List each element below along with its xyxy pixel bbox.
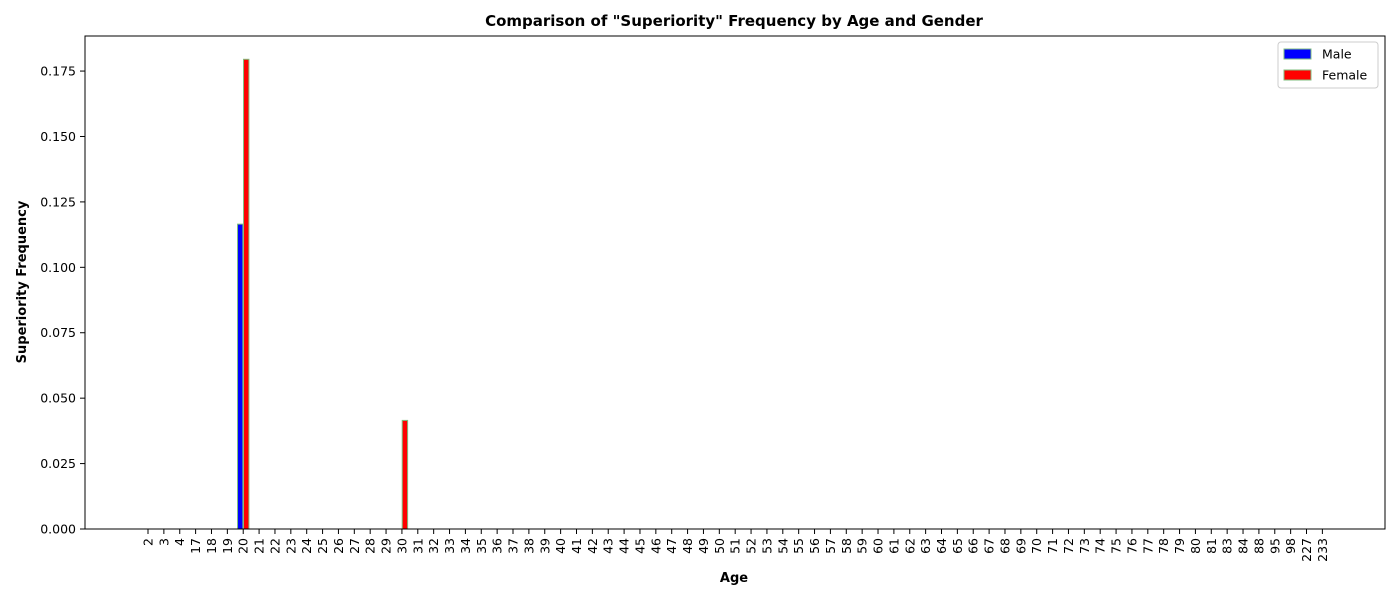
x-tick-label: 80 (1188, 538, 1203, 554)
x-tick-label: 95 (1267, 538, 1282, 554)
x-tick-label: 75 (1109, 538, 1124, 554)
legend: Male Female (1277, 41, 1379, 89)
x-tick-label: 28 (363, 538, 378, 554)
plot-frame (84, 35, 1386, 530)
x-tick-label: 59 (855, 538, 870, 554)
x-tick-label: 81 (1204, 538, 1219, 554)
x-tick-label: 79 (1172, 538, 1187, 554)
x-tick-label: 73 (1077, 538, 1092, 554)
x-tick-label: 67 (982, 538, 997, 554)
x-tick-label: 69 (1013, 538, 1028, 554)
y-tick-label: 0.125 (40, 194, 76, 209)
x-tick-label: 43 (601, 538, 616, 554)
y-tick-label: 0.050 (40, 391, 76, 406)
x-tick-label: 48 (680, 538, 695, 554)
x-tick-label: 83 (1220, 538, 1235, 554)
bar-female-20 (243, 58, 250, 530)
x-tick-label: 88 (1251, 538, 1266, 554)
x-tick-label: 25 (315, 538, 330, 554)
legend-label-male: Male (1322, 47, 1352, 62)
x-tick-label: 55 (791, 538, 806, 554)
x-tick-label: 38 (521, 538, 536, 554)
x-tick-label: 71 (1045, 538, 1060, 554)
x-tick-label: 29 (379, 538, 394, 554)
x-tick-label: 24 (299, 538, 314, 554)
x-tick-label: 53 (759, 538, 774, 554)
x-tick-label: 227 (1299, 538, 1314, 562)
x-tick-label: 36 (490, 538, 505, 554)
x-tick-label: 39 (537, 538, 552, 554)
y-tick-label: 0.025 (40, 456, 76, 471)
x-tick-label: 26 (331, 538, 346, 554)
x-axis: 2 3 4 17 18 19 20 21 22 23 24 25 26 27 28 29 30 31 32 33 34 3… (141, 529, 1330, 562)
legend-swatch-female (1283, 69, 1312, 81)
x-tick-label: 52 (744, 538, 759, 554)
x-tick-label: 2 (141, 538, 156, 546)
x-tick-label: 60 (871, 538, 886, 554)
x-tick-label: 63 (918, 538, 933, 554)
x-tick-label: 78 (1156, 538, 1171, 554)
x-tick-label: 64 (934, 538, 949, 554)
x-tick-label: 30 (394, 538, 409, 554)
x-tick-label: 34 (458, 538, 473, 554)
y-tick-label: 0.000 (40, 522, 76, 537)
x-tick-label: 58 (839, 538, 854, 554)
chart-title: Comparison of "Superiority" Frequency by… (485, 12, 983, 30)
x-tick-label: 56 (807, 538, 822, 554)
x-tick-label: 3 (156, 538, 171, 546)
bar-female-30 (401, 419, 409, 530)
bars-group (237, 58, 409, 530)
legend-label-female: Female (1322, 68, 1368, 83)
x-tick-label: 65 (950, 538, 965, 554)
x-tick-label: 47 (664, 538, 679, 554)
x-tick-label: 40 (553, 538, 568, 554)
bar-male-20 (237, 223, 244, 530)
x-tick-label: 66 (966, 538, 981, 554)
y-axis-title: Superiority Frequency (15, 200, 30, 363)
x-tick-label: 77 (1140, 538, 1155, 554)
x-tick-label: 49 (696, 538, 711, 554)
x-tick-label: 98 (1283, 538, 1298, 554)
x-tick-label: 37 (506, 538, 521, 554)
x-tick-label: 32 (426, 538, 441, 554)
x-tick-label: 18 (204, 538, 219, 554)
x-tick-label: 41 (569, 538, 584, 554)
x-tick-label: 27 (347, 538, 362, 554)
x-tick-label: 62 (902, 538, 917, 554)
x-axis-title: Age (720, 571, 748, 586)
x-tick-label: 76 (1124, 538, 1139, 554)
x-tick-label: 31 (410, 538, 425, 554)
y-tick-label: 0.075 (40, 325, 76, 340)
x-tick-label: 20 (236, 538, 251, 554)
x-tick-label: 74 (1093, 538, 1108, 554)
x-tick-label: 70 (1029, 538, 1044, 554)
y-tick-label: 0.150 (40, 129, 76, 144)
x-tick-label: 19 (220, 538, 235, 554)
x-tick-label: 44 (617, 538, 632, 554)
y-axis: 0.000 0.025 0.050 0.075 0.100 0.125 0.150 0.175 (40, 64, 85, 537)
y-tick-label: 0.100 (40, 260, 76, 275)
x-tick-label: 42 (585, 538, 600, 554)
x-tick-label: 17 (188, 538, 203, 554)
x-tick-label: 84 (1236, 538, 1251, 554)
x-tick-label: 61 (886, 538, 901, 554)
x-tick-label: 45 (632, 538, 647, 554)
x-tick-label: 54 (775, 538, 790, 554)
x-tick-label: 233 (1315, 538, 1330, 562)
x-tick-label: 68 (997, 538, 1012, 554)
x-tick-label: 46 (648, 538, 663, 554)
x-tick-label: 72 (1061, 538, 1076, 554)
x-tick-label: 33 (442, 538, 457, 554)
x-tick-label: 4 (172, 538, 187, 546)
x-tick-label: 57 (823, 538, 838, 554)
x-tick-label: 22 (267, 538, 282, 554)
x-tick-label: 50 (712, 538, 727, 554)
x-tick-label: 35 (474, 538, 489, 554)
legend-swatch-male (1283, 48, 1312, 60)
x-tick-label: 23 (283, 538, 298, 554)
x-tick-label: 21 (252, 538, 267, 554)
x-tick-label: 51 (728, 538, 743, 554)
y-tick-label: 0.175 (40, 64, 76, 79)
